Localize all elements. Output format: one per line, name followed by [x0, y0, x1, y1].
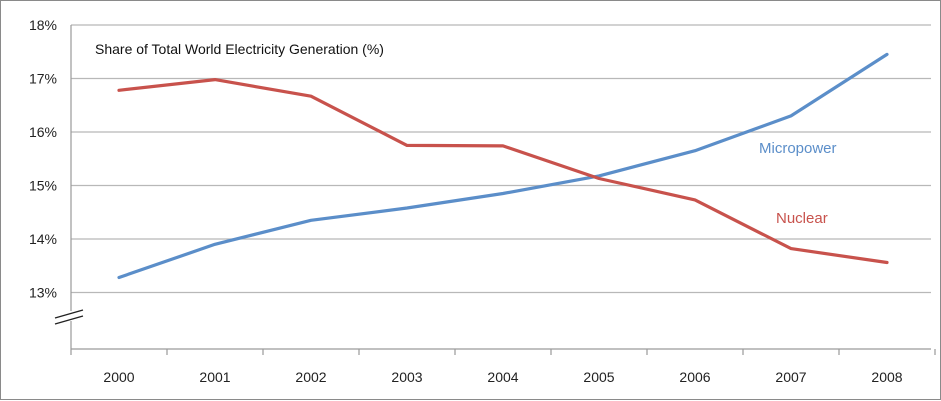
- x-tick-label: 2004: [487, 369, 518, 385]
- y-tick-label: 16%: [29, 124, 57, 140]
- gridlines: [71, 24, 931, 294]
- series-label-micropower: Micropower: [759, 140, 837, 157]
- y-tick-label: 15%: [29, 178, 57, 194]
- y-tick-label: 14%: [29, 231, 57, 247]
- x-tick-label: 2008: [871, 369, 902, 385]
- x-tick-label: 2001: [199, 369, 230, 385]
- x-tick-label: 2007: [775, 369, 806, 385]
- axis-break-icon: [54, 309, 85, 325]
- series-lines: [117, 52, 889, 280]
- x-tick-label: 2000: [103, 369, 134, 385]
- x-tick-label: 2005: [583, 369, 614, 385]
- y-tick-label: 13%: [29, 285, 57, 301]
- series-line-nuclear: [117, 77, 889, 265]
- series-label-nuclear: Nuclear: [776, 210, 828, 227]
- x-tick-labels: 2000 2001 2002 2003 2004 2005 2006 2007 2008: [70, 349, 936, 385]
- x-tick-label: 2003: [391, 369, 422, 385]
- chart-title: Share of Total World Electricity Generat…: [95, 41, 384, 57]
- x-tick-label: 2002: [295, 369, 326, 385]
- y-tick-labels: 13% 14% 15% 16% 17% 18%: [29, 17, 57, 301]
- x-tick-label: 2006: [679, 369, 710, 385]
- y-tick-label: 17%: [29, 71, 57, 87]
- series-line-micropower: [117, 52, 889, 280]
- y-tick-label: 18%: [29, 17, 57, 33]
